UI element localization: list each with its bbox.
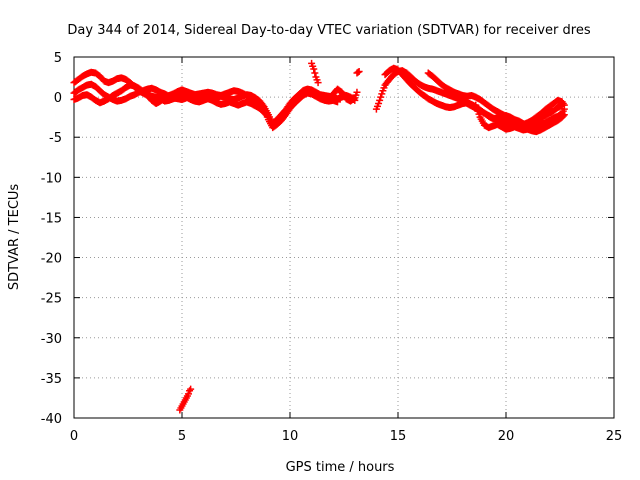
data-point [334,98,342,106]
data-point [187,385,195,393]
x-axis-label: GPS time / hours [286,460,395,475]
y-tick-label: -30 [41,332,62,347]
y-tick-label: -5 [49,131,62,146]
data-point [376,96,384,104]
y-axis: 5 0 -5 -10 -15 -20 -25 -30 -35 -40 [41,51,614,427]
plot-frame [73,56,615,419]
chart-title: Day 344 of 2014, Sidereal Day-to-day VTE… [67,23,590,38]
y-tick-label: 5 [54,51,62,66]
data-point [353,88,361,96]
data-point [354,68,362,76]
x-tick-label: 0 [70,429,78,444]
x-axis: 0 5 10 15 20 25 [70,57,622,444]
y-tick-label: -10 [41,171,62,186]
data-point [377,93,385,101]
y-tick-label: 0 [54,91,62,106]
data-point [375,100,383,108]
data-point [311,69,319,77]
data-point [560,101,568,109]
data-point [314,79,322,87]
x-tick-label: 20 [498,429,515,444]
data-point [264,113,272,121]
data-point [355,67,363,75]
y-axis-label: SDTVAR / TECUs [7,184,22,291]
y-tick-label: -35 [41,372,62,387]
grid-lines [74,57,614,418]
data-points [70,59,568,414]
data-point [310,65,318,73]
x-tick-label: 15 [390,429,407,444]
data-point [350,95,358,103]
y-tick-label: -15 [41,211,62,226]
y-tick-label: -40 [41,412,62,427]
data-point [263,112,271,120]
x-tick-label: 25 [606,429,623,444]
y-tick-label: -20 [41,252,62,267]
data-point [378,90,386,98]
data-point [559,112,567,120]
data-point [184,390,192,398]
x-tick-label: 5 [178,429,186,444]
y-tick-label: -25 [41,292,62,307]
x-tick-label: 10 [282,429,299,444]
data-point [560,111,568,119]
